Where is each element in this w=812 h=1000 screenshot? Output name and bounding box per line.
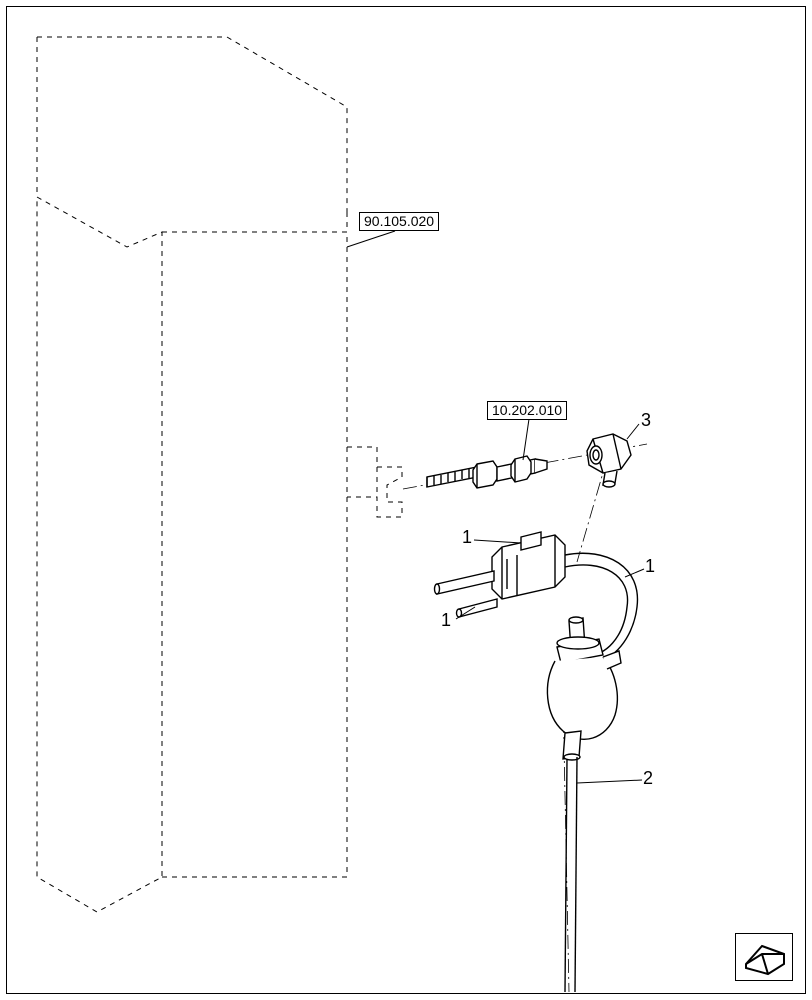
parts-diagram-svg: [7, 7, 807, 995]
callout-1b: 1: [645, 557, 655, 575]
callout-1c: 1: [441, 611, 451, 629]
callout-2: 2: [643, 769, 653, 787]
item-1-assembly: [435, 532, 638, 663]
bolt-stud: [427, 456, 547, 488]
item-3-fitting: [587, 434, 631, 487]
ref-label-90-105-020: 90.105.020: [359, 212, 439, 231]
next-page-icon[interactable]: [735, 933, 793, 981]
context-panel-outline: [37, 37, 402, 912]
ref-label-10-202-010: 10.202.010: [487, 401, 567, 420]
diagram-frame: 90.105.020 10.202.010 3 1 1 1 2: [6, 6, 806, 994]
callout-3: 3: [641, 411, 651, 429]
primer-bulb: [547, 617, 621, 760]
callout-1a: 1: [462, 528, 472, 546]
